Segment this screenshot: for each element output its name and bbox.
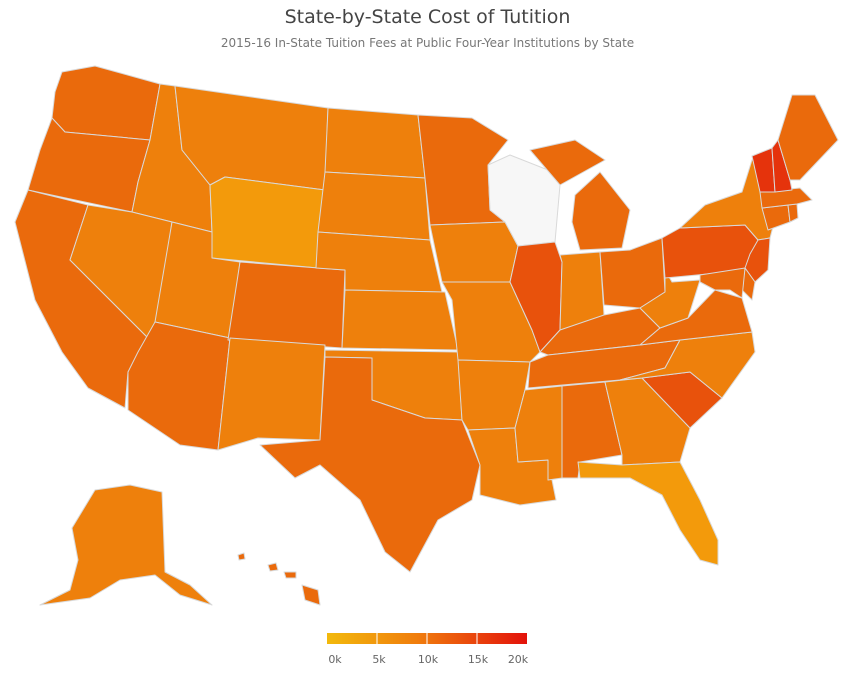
chart-subtitle: 2015-16 In-State Tuition Fees at Public … bbox=[220, 36, 635, 50]
state-rhode-island[interactable] bbox=[787, 203, 799, 223]
state-maryland[interactable] bbox=[699, 267, 746, 299]
state-west-virginia[interactable] bbox=[639, 269, 701, 329]
legend-label-10k: 10k bbox=[417, 653, 439, 666]
state-kansas[interactable] bbox=[341, 289, 459, 351]
state-michigan[interactable] bbox=[529, 139, 631, 251]
state-massachusetts[interactable] bbox=[759, 187, 813, 209]
state-new-mexico[interactable] bbox=[217, 337, 326, 451]
state-north-carolina[interactable] bbox=[619, 331, 756, 399]
state-alaska[interactable] bbox=[39, 484, 213, 606]
state-wyoming[interactable] bbox=[209, 176, 326, 269]
state-south-dakota[interactable] bbox=[317, 171, 431, 241]
legend-label-20k: 20k bbox=[507, 653, 529, 666]
legend-label-15k: 15k bbox=[467, 653, 489, 666]
legend-label-0k: 0k bbox=[328, 653, 342, 666]
state-iowa[interactable] bbox=[429, 221, 519, 283]
state-florida[interactable] bbox=[577, 461, 719, 566]
state-north-dakota[interactable] bbox=[324, 107, 426, 179]
state-new-hampshire[interactable] bbox=[771, 139, 793, 193]
state-texas[interactable] bbox=[259, 356, 481, 573]
state-maine[interactable] bbox=[777, 94, 839, 181]
legend-label-5k: 5k bbox=[372, 653, 386, 666]
legend-gradient-bar bbox=[327, 633, 527, 644]
chart-title: State-by-State Cost of Tutition bbox=[284, 6, 571, 28]
state-colorado[interactable] bbox=[227, 261, 346, 349]
color-legend: 0k 5k 10k 15k 20k bbox=[327, 633, 529, 673]
state-hawaii[interactable] bbox=[237, 552, 321, 606]
state-washington[interactable] bbox=[51, 65, 161, 141]
